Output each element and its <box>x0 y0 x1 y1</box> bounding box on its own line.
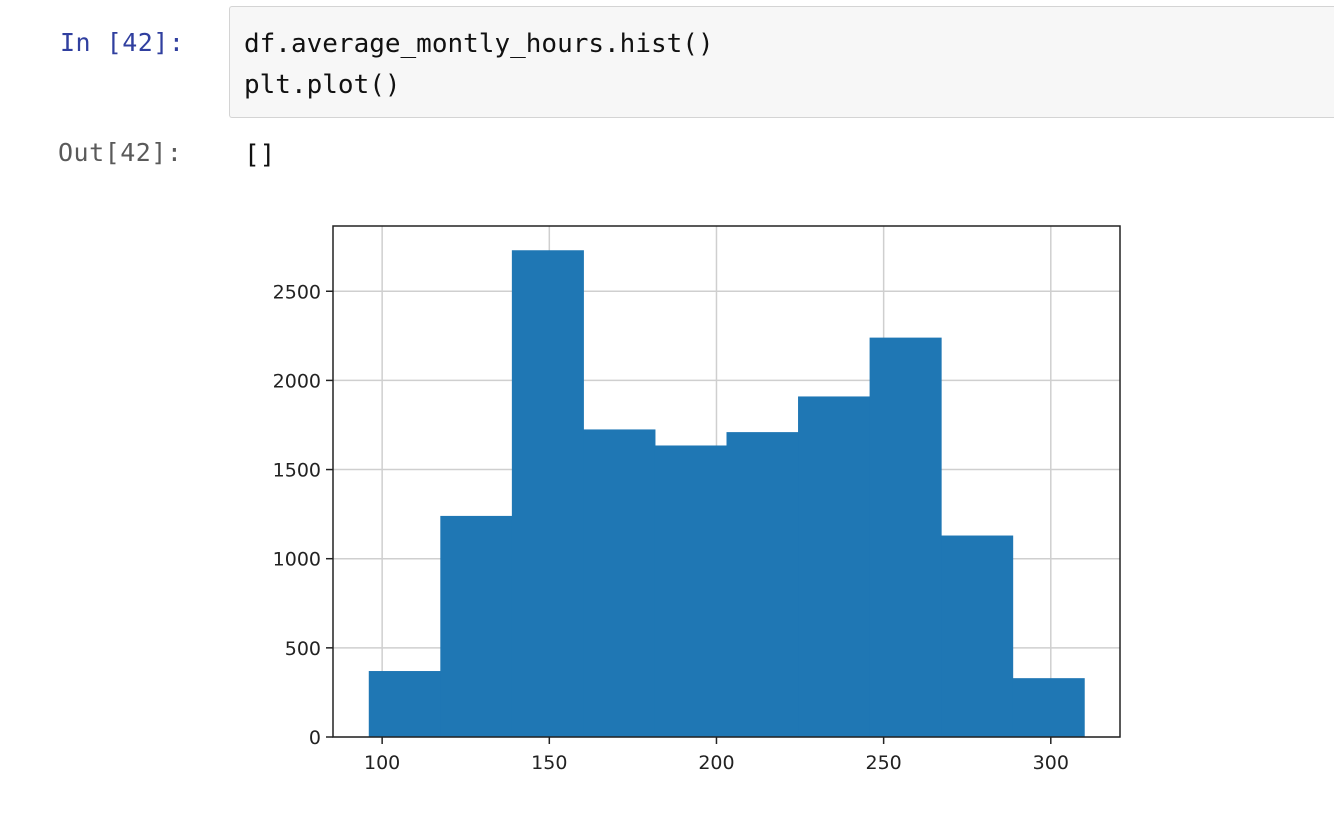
histogram-bar-4 <box>654 445 727 737</box>
code-line-1[interactable]: df.average_montly_hours.hist() <box>244 29 714 59</box>
output-text: [] <box>244 140 276 170</box>
x-tick-label-4: 300 <box>1033 752 1069 774</box>
x-tick-label-0: 100 <box>364 752 400 774</box>
y-tick-label-1: 500 <box>285 638 321 660</box>
x-tick-label-2: 200 <box>698 752 734 774</box>
histogram-bar-9 <box>1012 678 1085 737</box>
histogram-bar-7 <box>869 337 942 737</box>
histogram-bar-6 <box>798 396 871 737</box>
y-tick-label-3: 1500 <box>273 460 321 482</box>
y-tick-label-5: 2500 <box>273 281 321 303</box>
y-tick-label-0: 0 <box>309 727 321 749</box>
x-tick-label-1: 150 <box>531 752 567 774</box>
plot-frame <box>332 225 1121 738</box>
code-line-2[interactable]: plt.plot() <box>244 70 401 100</box>
y-tick-label-4: 2000 <box>273 370 321 392</box>
y-tick-label-2: 1000 <box>273 549 321 571</box>
histogram-bar-8 <box>941 535 1014 737</box>
x-tick-label-3: 250 <box>865 752 901 774</box>
histogram-bar-3 <box>583 429 656 737</box>
histogram-bar-5 <box>726 432 799 737</box>
code-cell-editor[interactable]: df.average_montly_hours.hist() plt.plot(… <box>229 6 1334 118</box>
histogram-bar-0 <box>368 671 441 737</box>
histogram-bar-1 <box>440 515 513 737</box>
output-prompt: Out[42]: <box>58 138 183 167</box>
histogram-bar-2 <box>511 250 584 738</box>
input-prompt: In [42]: <box>60 28 185 57</box>
